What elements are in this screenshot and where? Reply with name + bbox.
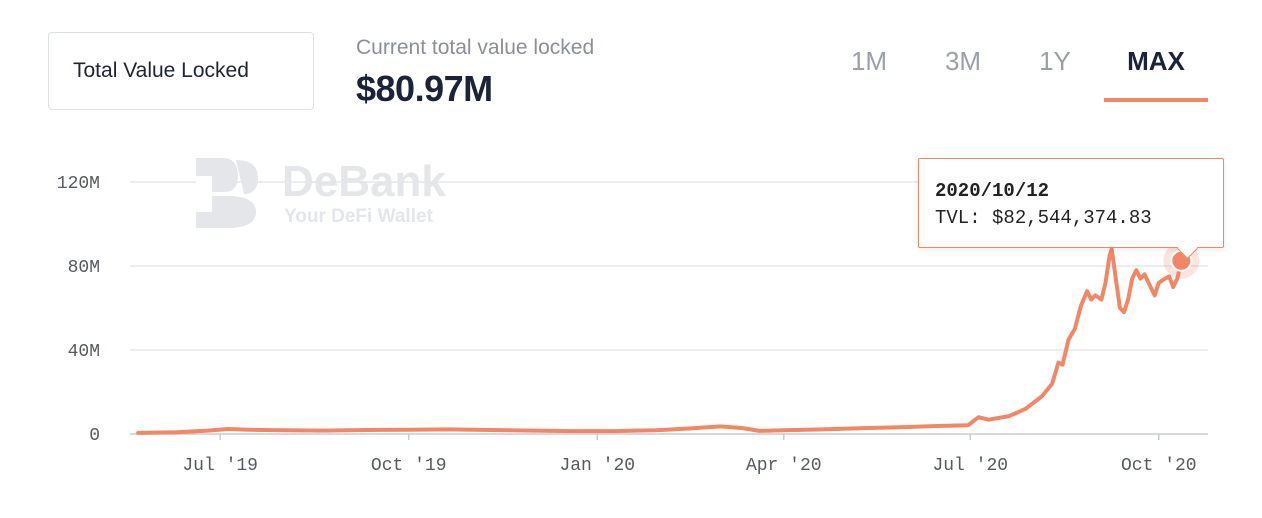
watermark-title: DeBank [282,157,446,206]
y-tick-label: 120M [57,174,100,194]
x-tick-label: Oct '19 [371,456,447,476]
tooltip-value: $82,544,374.83 [992,207,1152,229]
x-tick-label: Jan '20 [559,456,635,476]
metric-select[interactable]: Total Value Locked [48,32,314,110]
tvl-series-line [136,247,1184,435]
y-tick-label: 80M [68,258,100,278]
metric-select-label: Total Value Locked [73,59,249,82]
y-axis: 0 40M 80M 120M [57,174,100,446]
y-tick-label: 40M [68,342,100,362]
tvl-caption: Current total value locked [356,36,595,59]
range-tab-max[interactable]: MAX [1104,42,1208,102]
x-tick-label: Jul '19 [182,456,258,476]
debank-logo-icon [196,158,258,228]
watermark-subtitle: Your DeFi Wallet [284,206,434,227]
tvl-value: $80.97M [356,68,493,109]
range-tab-1m[interactable]: 1M [850,46,888,76]
y-tick-label: 0 [89,426,100,446]
x-tick-label: Jul '20 [932,456,1008,476]
range-tab-3m[interactable]: 3M [944,46,982,76]
tooltip-label: TVL: [935,207,981,229]
range-tab-1y[interactable]: 1Y [1039,46,1071,76]
watermark: DeBank Your DeFi Wallet [196,157,446,228]
x-axis: Jul '19 Oct '19 Jan '20 Apr '20 Jul '20 Oct '… [182,434,1197,476]
x-tick-label: Apr '20 [746,456,822,476]
tooltip-value-row: TVL: $82,544,374.83 [935,203,1223,233]
chart-tooltip: 2020/10/12 TVL: $82,544,374.83 [918,158,1224,260]
tooltip-date: 2020/10/12 [935,180,1050,202]
x-tick-label: Oct '20 [1121,456,1197,476]
